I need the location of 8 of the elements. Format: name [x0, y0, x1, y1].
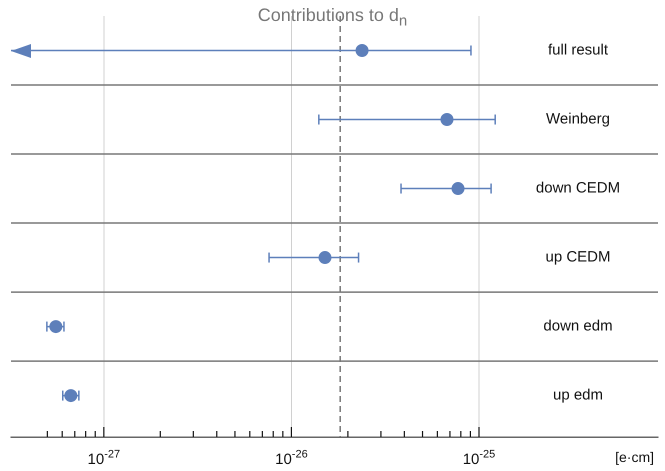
y-tick-label: up edm: [552, 386, 604, 404]
y-tick-label: down edm: [543, 318, 613, 335]
y-tick-label: down CEDM: [536, 180, 620, 197]
y-tick-label: up CEDM: [545, 248, 611, 266]
y-tick-label: full result: [548, 42, 609, 59]
x-axis-title: [e·cm]: [615, 449, 654, 465]
y-tick-label: Weinberg: [546, 110, 610, 128]
chart-title: Contributions to d$_{n}$: [256, 4, 408, 32]
